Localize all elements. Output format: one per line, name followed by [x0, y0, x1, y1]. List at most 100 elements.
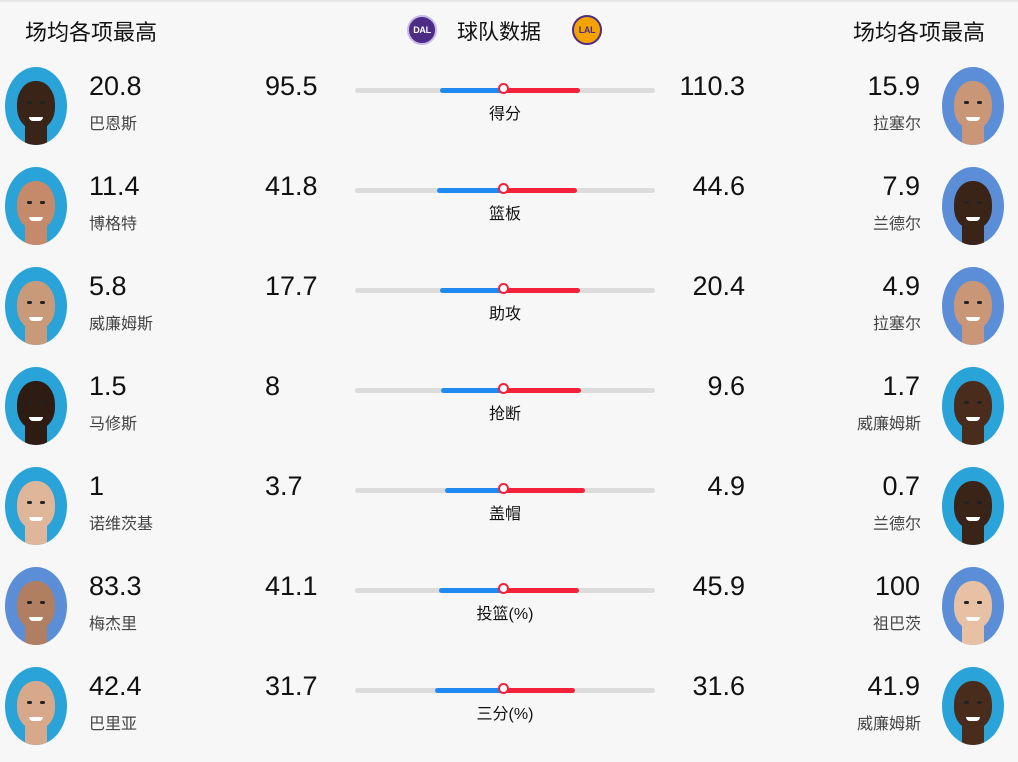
- compare-knob-icon: [498, 683, 509, 694]
- away-leader-name[interactable]: 祖巴茨: [872, 616, 921, 633]
- avatar-eye: [40, 301, 45, 304]
- avatar-eye: [27, 101, 32, 104]
- home-leader-value: 11.4: [89, 171, 140, 201]
- avatar-neck: [962, 725, 984, 745]
- avatar-eye: [27, 601, 32, 604]
- avatar-eye: [27, 501, 32, 504]
- home-leader-value: 1.5: [89, 371, 127, 401]
- away-leader-name[interactable]: 威廉姆斯: [856, 716, 921, 733]
- avatar-eye: [27, 701, 32, 704]
- away-leader-avatar-icon[interactable]: [942, 67, 1004, 145]
- home-leader-name[interactable]: 巴恩斯: [89, 116, 138, 133]
- home-leader-name[interactable]: 诺维茨基: [89, 516, 154, 533]
- avatar-mouth: [966, 417, 980, 421]
- home-leader-avatar-icon[interactable]: [5, 467, 67, 545]
- away-leader-value: 15.9: [867, 71, 920, 101]
- away-leader-name[interactable]: 拉塞尔: [872, 116, 921, 133]
- away-leader-name[interactable]: 兰德尔: [872, 516, 921, 533]
- avatar-face: [954, 481, 992, 529]
- avatar-mouth: [29, 717, 43, 721]
- avatar-eye: [977, 501, 982, 504]
- avatar-eye: [977, 401, 982, 404]
- avatar-eye: [964, 301, 969, 304]
- away-team-value: 110.3: [679, 71, 745, 101]
- away-leader-value: 1.7: [882, 371, 920, 401]
- home-leader-name[interactable]: 梅杰里: [89, 616, 138, 633]
- avatar-eye: [40, 501, 45, 504]
- stat-label: 篮板: [488, 206, 521, 223]
- lal-team-logo-icon[interactable]: LAL: [572, 15, 602, 45]
- stat-row: 1 诺维茨基 3.7 盖帽 4.9 0.7 兰德尔: [0, 462, 1018, 562]
- stat-label: 盖帽: [488, 506, 521, 523]
- stat-label: 抢断: [488, 406, 521, 423]
- home-leader-name[interactable]: 巴里亚: [89, 716, 138, 733]
- home-team-value: 17.7: [265, 271, 318, 301]
- avatar-face: [954, 181, 992, 229]
- avatar-eye: [977, 601, 982, 604]
- compare-knob-icon: [498, 83, 509, 94]
- avatar-neck: [962, 425, 984, 445]
- away-leader-avatar-icon[interactable]: [942, 467, 1004, 545]
- avatar-eye: [27, 401, 32, 404]
- away-leader-avatar-icon[interactable]: [942, 367, 1004, 445]
- avatar-eye: [964, 401, 969, 404]
- home-share-bar: [439, 588, 505, 593]
- away-leader-avatar-icon[interactable]: [942, 167, 1004, 245]
- away-leader-avatar-icon[interactable]: [942, 267, 1004, 345]
- stat-row: 42.4 巴里亚 31.7 三分(%) 31.6 41.9 威廉姆斯: [0, 662, 1018, 762]
- avatar-eye: [27, 201, 32, 204]
- away-leader-avatar-icon[interactable]: [942, 567, 1004, 645]
- avatar-neck: [25, 725, 47, 745]
- avatar-eye: [27, 301, 32, 304]
- home-team-value: 31.7: [265, 671, 318, 701]
- away-leader-name[interactable]: 威廉姆斯: [856, 416, 921, 433]
- stat-row: 20.8 巴恩斯 95.5 得分 110.3 15.9 拉塞尔: [0, 62, 1018, 162]
- avatar-eye: [977, 701, 982, 704]
- avatar-eye: [964, 201, 969, 204]
- home-leader-avatar-icon[interactable]: [5, 67, 67, 145]
- home-share-bar: [435, 688, 505, 693]
- home-leader-avatar-icon[interactable]: [5, 367, 67, 445]
- away-leader-avatar-icon[interactable]: [942, 667, 1004, 745]
- home-leader-value: 83.3: [89, 571, 142, 601]
- home-leader-avatar-icon[interactable]: [5, 667, 67, 745]
- dal-team-logo-icon[interactable]: DAL: [407, 15, 437, 45]
- stat-row: 1.5 马修斯 8 抢断 9.6 1.7 威廉姆斯: [0, 362, 1018, 462]
- away-leader-value: 7.9: [882, 171, 920, 201]
- avatar-neck: [25, 225, 47, 245]
- compare-knob-icon: [498, 383, 509, 394]
- home-team-value: 41.1: [265, 571, 318, 601]
- away-share-bar: [505, 688, 575, 693]
- home-leader-name[interactable]: 博格特: [89, 216, 138, 233]
- stat-row: 11.4 博格特 41.8 篮板 44.6 7.9 兰德尔: [0, 162, 1018, 262]
- away-leader-name[interactable]: 拉塞尔: [872, 316, 921, 333]
- home-share-bar: [437, 188, 505, 193]
- home-leader-value: 5.8: [89, 271, 127, 301]
- avatar-neck: [962, 325, 984, 345]
- avatar-mouth: [29, 517, 43, 521]
- away-share-bar: [505, 388, 581, 393]
- away-leader-name[interactable]: 兰德尔: [872, 216, 921, 233]
- avatar-mouth: [29, 117, 43, 121]
- team-stats-title: 球队数据: [457, 21, 541, 44]
- avatar-neck: [25, 625, 47, 645]
- avatar-face: [17, 281, 55, 329]
- home-leader-avatar-icon[interactable]: [5, 167, 67, 245]
- away-team-value: 31.6: [692, 671, 745, 701]
- stat-row: 83.3 梅杰里 41.1 投篮(%) 45.9 100 祖巴茨: [0, 562, 1018, 662]
- avatar-neck: [25, 425, 47, 445]
- home-leader-avatar-icon[interactable]: [5, 567, 67, 645]
- avatar-mouth: [29, 217, 43, 221]
- avatar-eye: [964, 501, 969, 504]
- away-leaders-title: 场均各项最高: [852, 20, 985, 45]
- home-leader-value: 1: [89, 471, 105, 501]
- avatar-neck: [962, 125, 984, 145]
- avatar-mouth: [966, 217, 980, 221]
- avatar-eye: [964, 601, 969, 604]
- away-share-bar: [505, 188, 577, 193]
- avatar-face: [17, 581, 55, 629]
- home-leader-name[interactable]: 马修斯: [89, 416, 138, 433]
- home-leader-name[interactable]: 威廉姆斯: [89, 316, 154, 333]
- home-leader-avatar-icon[interactable]: [5, 267, 67, 345]
- away-leader-value: 100: [874, 571, 920, 601]
